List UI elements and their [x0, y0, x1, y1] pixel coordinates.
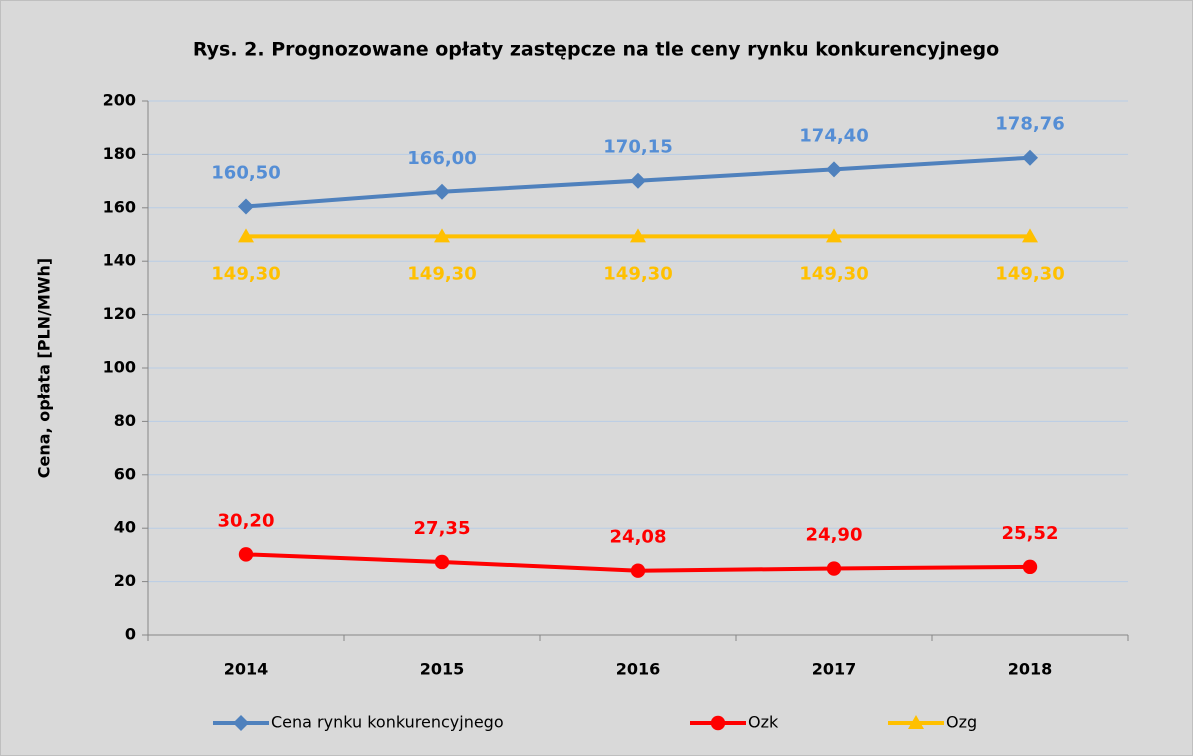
y-tick-label: 20 [114, 571, 136, 590]
marker [434, 183, 450, 200]
x-tick-label: 2014 [224, 660, 269, 679]
data-label: 170,15 [603, 137, 672, 158]
marker [630, 228, 646, 243]
data-label: 149,30 [603, 263, 672, 284]
data-label: 27,35 [414, 518, 471, 539]
data-label: 174,40 [799, 125, 868, 146]
data-label: 149,30 [211, 263, 280, 284]
y-axis-label: Cena, opłata [PLN/MWh] [35, 258, 54, 478]
marker [434, 228, 450, 243]
marker [238, 547, 254, 562]
data-label: 149,30 [995, 263, 1064, 284]
x-tick-label: 2018 [1008, 660, 1053, 679]
y-tick-label: 40 [114, 518, 136, 537]
x-tick-label: 2016 [616, 660, 661, 679]
y-tick-label: 60 [114, 464, 136, 483]
legend-label: Cena rynku konkurencyjnego [271, 713, 504, 732]
marker [1022, 559, 1038, 575]
marker [233, 715, 249, 731]
marker [710, 715, 726, 731]
marker [1022, 149, 1038, 166]
x-tick-label: 2015 [420, 660, 465, 679]
marker [238, 228, 254, 243]
marker [1022, 228, 1038, 243]
data-label: 178,76 [995, 114, 1064, 135]
marker [908, 715, 924, 729]
y-tick-label: 200 [103, 91, 136, 110]
data-label: 30,20 [218, 510, 275, 531]
data-label: 166,00 [407, 148, 476, 169]
marker [630, 563, 646, 578]
data-label: 160,50 [211, 162, 280, 183]
marker [630, 172, 646, 189]
marker [238, 198, 254, 215]
x-tick-label: 2017 [812, 660, 857, 679]
data-label: 24,08 [610, 527, 667, 548]
chart-title: Rys. 2. Prognozowane opłaty zastępcze na… [193, 39, 999, 61]
y-tick-label: 120 [103, 304, 136, 323]
y-tick-label: 180 [103, 144, 136, 163]
y-tick-label: 80 [114, 411, 136, 430]
marker [826, 228, 842, 243]
marker [434, 554, 450, 570]
legend-label: Ozk [748, 713, 779, 732]
y-tick-label: 0 [125, 625, 136, 644]
y-tick-label: 140 [103, 251, 136, 270]
marker [826, 561, 842, 576]
legend-label: Ozg [946, 713, 977, 732]
marker [826, 161, 842, 178]
data-label: 149,30 [407, 263, 476, 284]
data-label: 24,90 [806, 525, 863, 546]
y-tick-label: 100 [103, 358, 136, 377]
data-label: 149,30 [799, 263, 868, 284]
y-tick-label: 160 [103, 197, 136, 216]
data-label: 25,52 [1002, 523, 1059, 544]
